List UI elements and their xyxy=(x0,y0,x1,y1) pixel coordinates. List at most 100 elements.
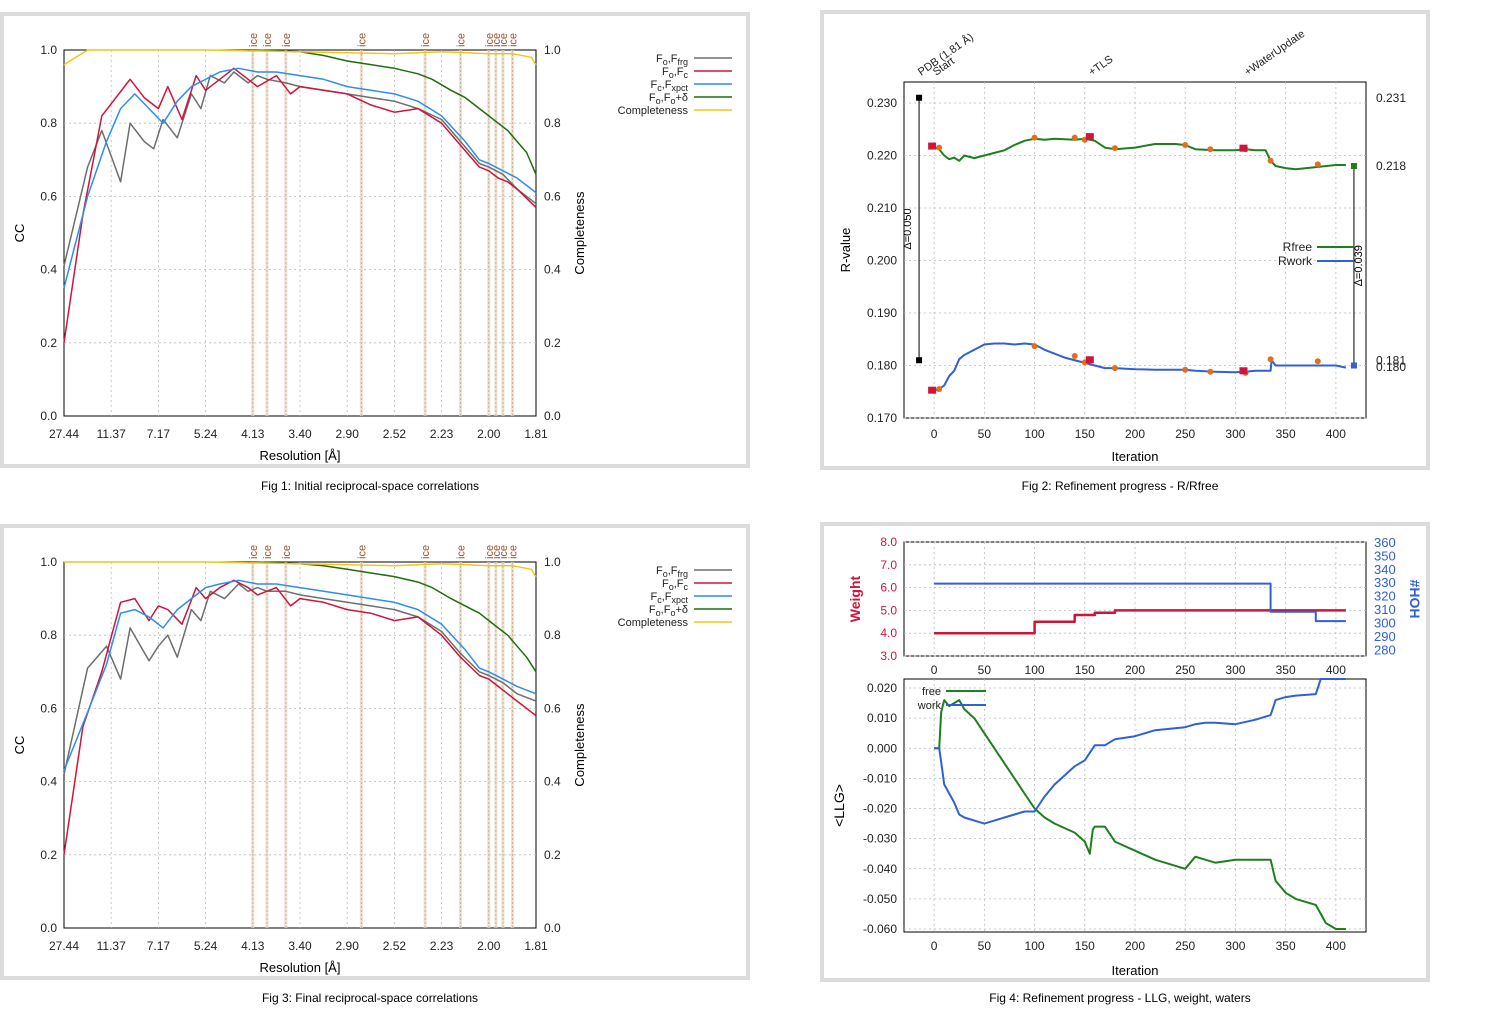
y-tick-label: 0.8 xyxy=(40,116,57,130)
legend-label: Fo,Ffrg xyxy=(656,565,688,579)
orange-marker xyxy=(1267,157,1274,164)
figure-2-caption: Fig 2: Refinement progress - R/Rfree xyxy=(1021,479,1219,493)
llg-tick-label: -0.010 xyxy=(863,771,897,785)
y-tick-label: 0.6 xyxy=(40,701,57,715)
series-line-comp xyxy=(63,49,537,66)
red-marker xyxy=(928,386,937,394)
ice-ring-band xyxy=(423,562,427,928)
llg-tick-label: 0.020 xyxy=(867,681,897,695)
x-tick-label: 5.24 xyxy=(194,939,218,953)
legend-label: Completeness xyxy=(618,105,689,117)
figure-4-panel: 3.0 4.0 5.0 6.0 7.0 8.0 280 290 300 310 320 330 340 3… xyxy=(820,522,1430,982)
x-tick-label: 2.00 xyxy=(477,939,501,953)
x-tick-label: 4.13 xyxy=(241,427,265,441)
pdb-rfree-marker xyxy=(916,94,923,101)
orange-marker xyxy=(1314,161,1321,168)
x-tick-label: 0 xyxy=(931,939,938,953)
llg-axis-label: <LLG> xyxy=(831,784,847,827)
ice-ring-label: ice xyxy=(356,33,368,47)
ice-ring-band xyxy=(487,562,491,928)
weight-tick-label: 6.0 xyxy=(880,581,897,595)
weight-line xyxy=(934,609,1346,635)
legend-label: Rfree xyxy=(1283,240,1313,254)
top-x-tick-label: 150 xyxy=(1075,663,1095,677)
top-stage-label: +TLS xyxy=(1087,53,1116,78)
ice-ring-label: ice xyxy=(281,33,293,47)
y-tick-label: 0.2 xyxy=(40,336,57,350)
red-marker xyxy=(1085,133,1094,141)
ice-ring-label: ice xyxy=(498,545,510,559)
y2-tick-label: 0.8 xyxy=(544,628,561,642)
series-line-frg xyxy=(63,71,537,267)
figure-3-panel: 0.0 0.0 0.2 0.2 0.4 0.4 0.6 0.6 0.8 0.8 1.0 1.0 27.4… xyxy=(0,524,750,980)
x-axis-label: Resolution [Å] xyxy=(260,448,341,463)
y2-tick-label: 0.0 xyxy=(544,921,561,935)
ice-ring-label: ice xyxy=(356,545,368,559)
y2-tick-label: 0.6 xyxy=(544,701,561,715)
ice-ring-label: ice xyxy=(484,545,496,559)
x-tick-label: 7.17 xyxy=(147,427,171,441)
y2-tick-label: 0.6 xyxy=(544,189,561,203)
series-line-fc xyxy=(63,579,537,855)
orange-marker xyxy=(1267,356,1274,363)
fig2-chart: 0.170 0.180 0.190 0.200 0.210 0.220 0.230 0 50 10… xyxy=(838,28,1406,464)
top-stage-label: +WaterUpdate xyxy=(1242,28,1307,78)
ice-ring-band xyxy=(501,50,505,416)
y-axis-label: CC xyxy=(12,224,27,243)
legend-label: Fo,Fo+δ xyxy=(649,92,688,106)
llg-tick-label: -0.030 xyxy=(863,832,897,846)
delta-left-label: Δ=0.050 xyxy=(902,208,914,249)
red-marker xyxy=(1239,144,1248,152)
top-x-tick-label: 300 xyxy=(1225,663,1245,677)
red-marker xyxy=(1085,356,1094,364)
x-tick-label: 3.40 xyxy=(288,939,312,953)
x-tick-label: 300 xyxy=(1225,939,1245,953)
x-tick-label: 100 xyxy=(1025,939,1045,953)
ice-ring-label: ice xyxy=(455,33,467,47)
x-tick-label: 50 xyxy=(978,939,992,953)
hoh-tick-label: 340 xyxy=(1374,562,1396,577)
hoh-tick-label: 350 xyxy=(1374,548,1396,563)
y2-tick-label: 0.8 xyxy=(544,116,561,130)
ice-ring-label: ice xyxy=(420,545,432,559)
y-tick-label: 0.180 xyxy=(867,359,897,373)
ice-ring-band xyxy=(423,50,427,416)
legend-label: Completeness xyxy=(618,617,689,629)
series-line-delta xyxy=(252,561,537,673)
y2-tick-label: 1.0 xyxy=(544,555,561,569)
ice-ring-band xyxy=(251,562,255,928)
y-tick-label: 0.230 xyxy=(867,96,897,110)
series-line-rwork xyxy=(933,342,1347,392)
x-tick-label: 2.90 xyxy=(336,939,360,953)
ice-ring-band xyxy=(458,562,462,928)
x-tick-label: 400 xyxy=(1326,427,1346,441)
y2-tick-label: 0.4 xyxy=(544,263,561,277)
right-value-label: 0.218 xyxy=(1376,159,1406,173)
x-tick-label: 350 xyxy=(1276,939,1296,953)
legend-label: work xyxy=(917,700,942,712)
series-line-rfree xyxy=(933,137,1346,171)
y-tick-label: 0.200 xyxy=(867,254,897,268)
y-tick-label: 0.170 xyxy=(867,411,897,425)
ice-ring-band xyxy=(251,50,255,416)
orange-marker xyxy=(1207,146,1214,153)
legend-label: Fo,Fo+δ xyxy=(649,604,688,618)
y-axis-label: CC xyxy=(12,736,27,755)
hoh-tick-label: 290 xyxy=(1374,629,1396,644)
legend-label: Fo,Fc xyxy=(662,66,689,80)
y-tick-label: 0.6 xyxy=(40,189,57,203)
top-x-tick-label: 350 xyxy=(1276,663,1296,677)
x-tick-label: 2.52 xyxy=(383,939,407,953)
legend-label: Rwork xyxy=(1278,254,1313,268)
series-line-xpct xyxy=(63,579,537,771)
ice-ring-band xyxy=(458,50,462,416)
top-x-tick-label: 100 xyxy=(1025,663,1045,677)
hoh-tick-label: 280 xyxy=(1374,642,1396,657)
red-marker xyxy=(1239,367,1248,375)
series-line-work xyxy=(934,678,1346,825)
y-tick-label: 0.4 xyxy=(40,775,57,789)
y2-tick-label: 1.0 xyxy=(544,43,561,57)
orange-marker xyxy=(1071,353,1078,360)
x-tick-label: 3.40 xyxy=(288,427,312,441)
x-tick-label: 350 xyxy=(1276,427,1296,441)
